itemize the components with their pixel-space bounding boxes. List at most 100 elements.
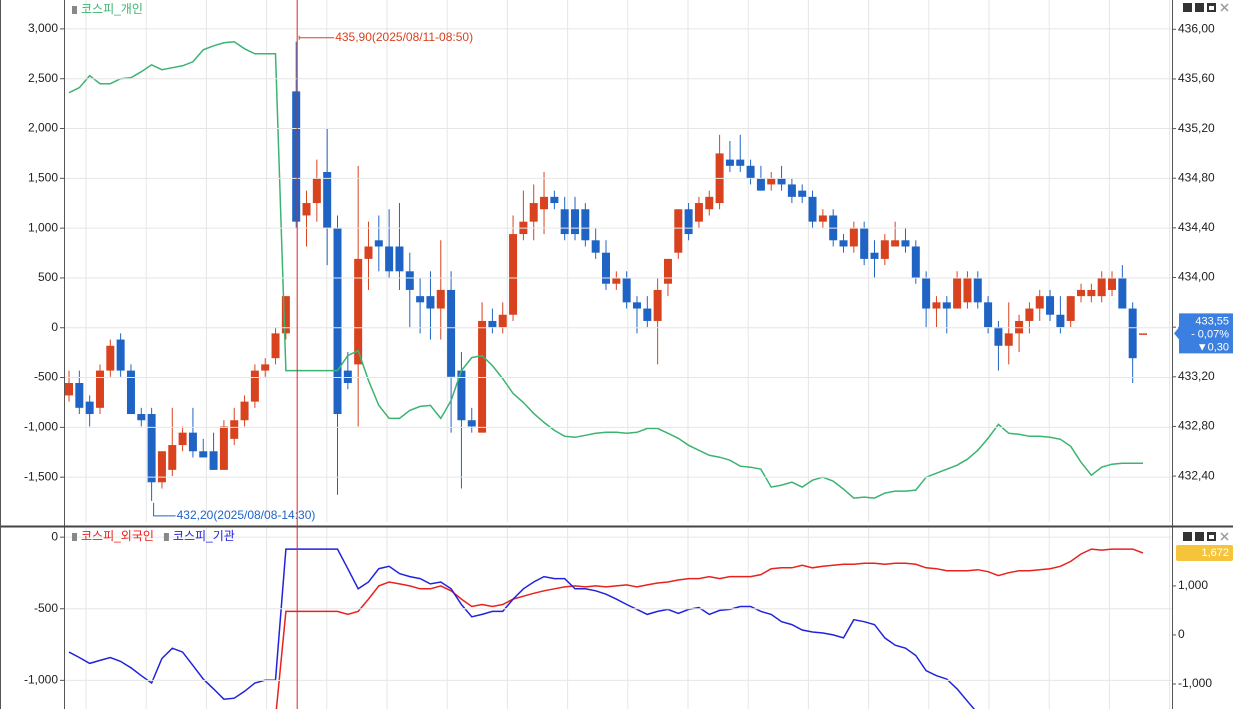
control-l[interactable] (1183, 532, 1192, 541)
candle-body (653, 289, 662, 321)
candle-body (581, 209, 590, 241)
y2-tick-label: 1,000 (1178, 578, 1208, 592)
candle-body (1056, 314, 1065, 328)
candle-body (343, 370, 352, 384)
candle-body (540, 196, 549, 210)
candle-body (591, 240, 600, 253)
candle-body (219, 426, 228, 470)
series-line (275, 548, 1144, 709)
y-tick-label: 2,500 (28, 71, 58, 85)
candle-body (818, 215, 827, 222)
candle-body (560, 209, 569, 235)
y-tick-label: -1,000 (24, 420, 58, 434)
candle-body (374, 240, 383, 247)
candle-body (1004, 333, 1013, 346)
candle-body (137, 414, 146, 421)
legend-swatch (163, 533, 169, 541)
last-value-box (1176, 544, 1233, 561)
control-max-inner (1209, 535, 1214, 539)
candle-body (261, 364, 270, 371)
candle-body (230, 420, 239, 439)
candle-body (1077, 289, 1086, 297)
control-close[interactable] (1220, 532, 1229, 541)
candle-body (849, 227, 858, 247)
y-tick-label: 0 (51, 529, 58, 543)
y-tick-label: 0 (51, 320, 58, 334)
candle-body (178, 432, 187, 446)
candle-body (426, 296, 435, 309)
candle-body (1128, 308, 1137, 359)
candle-body (1097, 277, 1106, 297)
candle-body (126, 370, 135, 415)
y-tick-label: 1,000 (28, 220, 58, 234)
y2-tick-label: -1,000 (1178, 676, 1212, 690)
candle-body (333, 227, 342, 415)
candle-body (922, 277, 931, 309)
candle-body (787, 184, 796, 197)
y-tick-label: -500 (34, 370, 58, 384)
control-close[interactable] (1220, 3, 1229, 12)
legend-swatch (72, 533, 77, 541)
candle-body (209, 451, 218, 470)
panel-controls[interactable] (1183, 3, 1229, 541)
plot-layer: 3,000 2,500 2,000 1,500 1,000 500 0 -500 -1,000 -… (24, 0, 1233, 709)
candle-body (839, 240, 848, 247)
control-l[interactable] (1183, 3, 1192, 12)
candle-body (478, 320, 487, 433)
y-tick-label: 2,000 (28, 121, 58, 135)
y-tick-label: 3,000 (28, 21, 58, 35)
candle-body (911, 246, 920, 278)
candle-body (292, 91, 301, 222)
candle-body (1108, 277, 1117, 290)
candle-body (529, 203, 538, 222)
candle-body (932, 302, 941, 309)
y2-tick-label: 434,40 (1178, 220, 1215, 234)
candle-body (984, 302, 993, 328)
candle-body (674, 209, 683, 253)
candle-body (880, 240, 889, 259)
candle-body (767, 178, 776, 185)
candle-body (302, 203, 311, 216)
low-pointer (153, 502, 176, 517)
candle-body (168, 445, 177, 470)
candle-body (271, 333, 280, 359)
candle-body (416, 296, 425, 303)
candle-body (953, 277, 962, 309)
candle-body (1035, 296, 1044, 309)
candle-body (684, 209, 693, 235)
y-tick-label: -500 (34, 601, 58, 615)
candle-body (467, 420, 476, 427)
candle-body (963, 277, 972, 303)
candle-body (199, 451, 208, 458)
series-line (68, 548, 976, 709)
candle-body (1046, 296, 1055, 315)
candle-body (632, 302, 641, 309)
plot-area (68, 548, 1144, 709)
control-i[interactable] (1195, 3, 1204, 12)
control-max-inner (1209, 6, 1214, 10)
control-i[interactable] (1195, 532, 1204, 541)
y2-tick-label: 0 (1178, 627, 1185, 641)
y-tick-label: -1,000 (24, 673, 58, 687)
candle-body (436, 289, 445, 309)
y-tick-label: 500 (38, 270, 58, 284)
candle-body (323, 172, 332, 228)
candle-body (157, 451, 166, 483)
candle-body (488, 320, 497, 328)
candle-body (994, 327, 1003, 346)
series-line (68, 41, 1143, 499)
candle-body (312, 178, 321, 204)
candle-body (725, 159, 734, 166)
candle-body (147, 414, 156, 483)
candle-body (612, 277, 621, 284)
candle-body (942, 302, 951, 309)
y2-tick-label: 434,00 (1178, 270, 1215, 284)
candle-body (447, 289, 456, 377)
candle-body (870, 252, 879, 259)
high-pointer (298, 35, 335, 40)
candle-body (385, 246, 394, 272)
candle-body (756, 178, 765, 191)
candle-body (602, 252, 610, 284)
